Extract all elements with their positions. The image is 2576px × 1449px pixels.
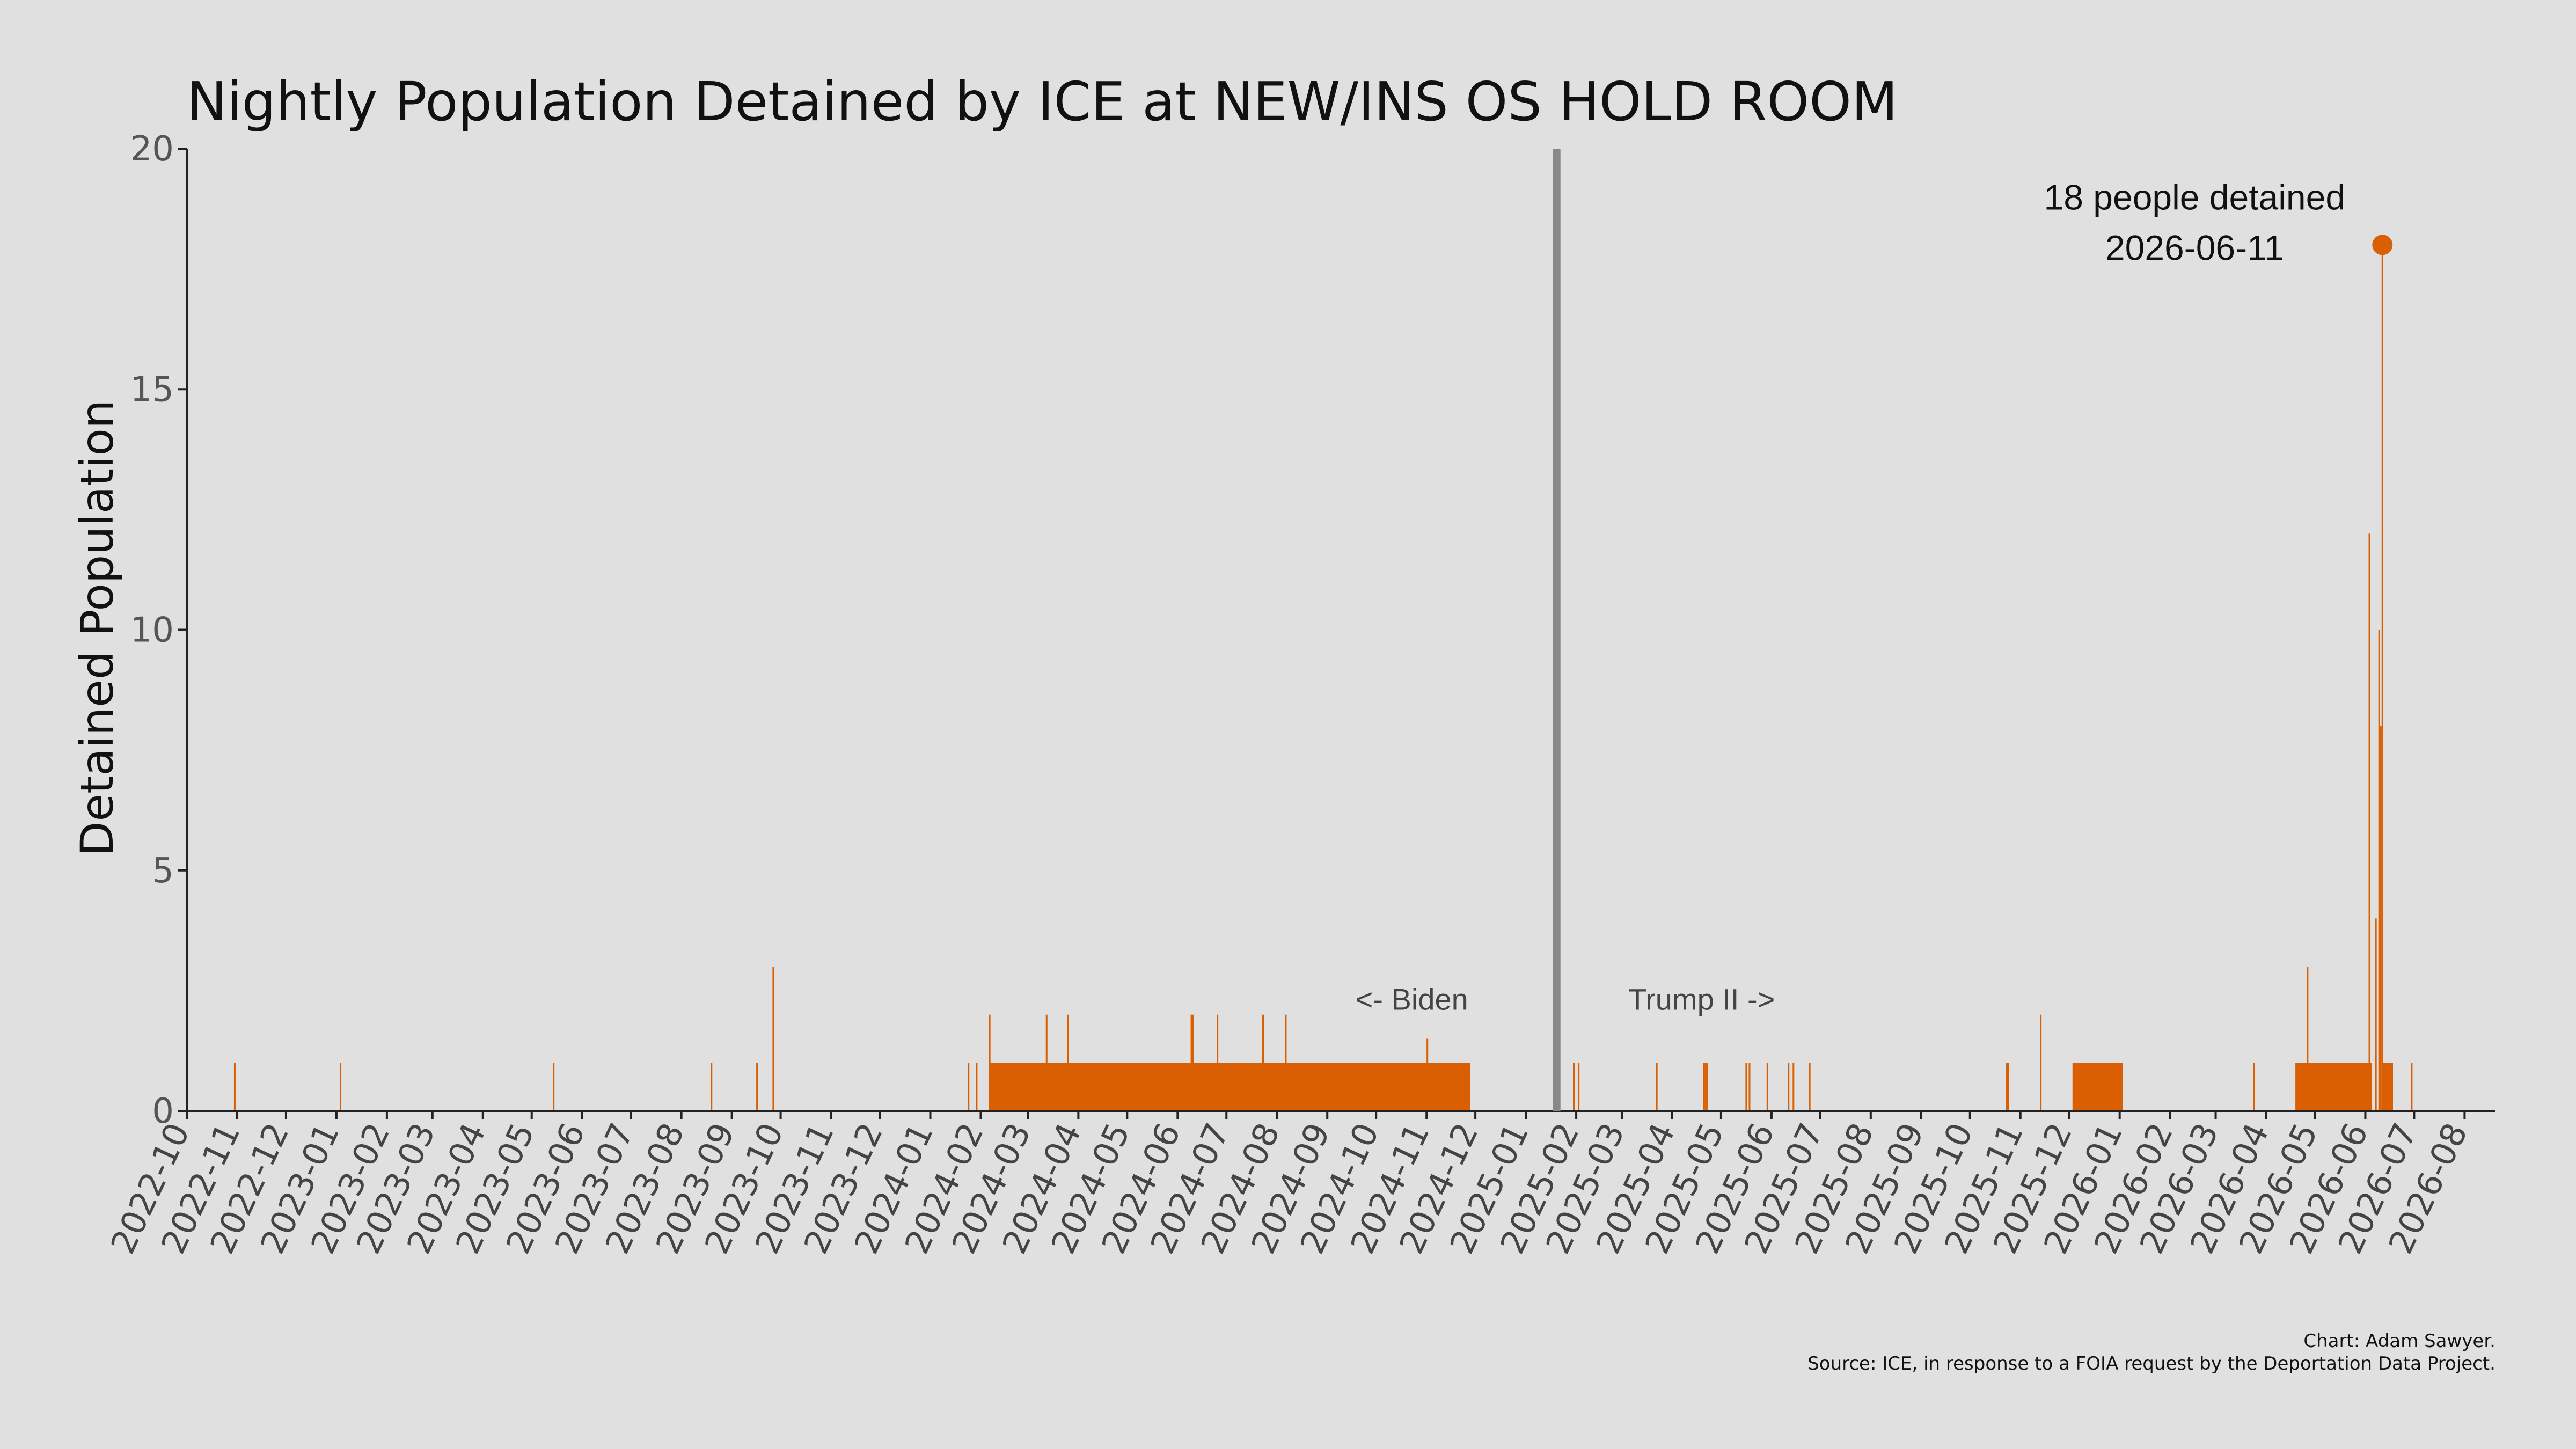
- bar-21: [1704, 1063, 1707, 1111]
- bar-13: [1217, 1014, 1219, 1111]
- bar-25: [1766, 1063, 1768, 1111]
- era-label-trump: Trump II ->: [1628, 983, 1775, 1016]
- y-ticks: 0 5 10 15 20: [130, 129, 187, 1131]
- bars-group: [233, 245, 2413, 1111]
- y-axis-label: Detained Population: [71, 400, 123, 856]
- bar-29: [2006, 1063, 2008, 1111]
- era-label-biden: <- Biden: [1356, 983, 1468, 1016]
- peak-annotation-line2: 2026-06-11: [2105, 228, 2284, 267]
- y-tick-label: 10: [130, 611, 174, 650]
- bar-4: [756, 1063, 758, 1111]
- bar-span-3: [2383, 1063, 2394, 1111]
- bar-17: [1573, 1063, 1575, 1111]
- bar-11: [1190, 1014, 1192, 1111]
- peak-marker: [2372, 235, 2393, 255]
- bar-2: [553, 1063, 555, 1111]
- bar-9: [1045, 1014, 1048, 1111]
- bar-1: [339, 1063, 342, 1111]
- bar-19: [1656, 1063, 1658, 1111]
- bar-10: [1067, 1014, 1069, 1111]
- bar-36: [2378, 630, 2380, 1111]
- bar-6: [968, 1063, 970, 1111]
- bar-8: [989, 1014, 991, 1111]
- bar-12: [1192, 1014, 1194, 1111]
- bar-28: [1809, 1063, 1811, 1111]
- bar-31: [2040, 1014, 2042, 1111]
- x-ticks: 2022-102022-112022-122023-012023-022023-…: [103, 1111, 2475, 1260]
- credit-author: Chart: Adam Sawyer.: [2303, 1330, 2496, 1352]
- bar-33: [2307, 967, 2309, 1111]
- bar-35: [2375, 918, 2377, 1111]
- bar-20: [1703, 1063, 1705, 1111]
- bar-37: [2380, 726, 2382, 1111]
- chart-title: Nightly Population Detained by ICE at NE…: [187, 70, 1898, 133]
- bar-24: [1748, 1063, 1751, 1111]
- bar-38: [2381, 245, 2383, 1111]
- credit-source: Source: ICE, in response to a FOIA reque…: [1807, 1353, 2496, 1374]
- bar-23: [1745, 1063, 1747, 1111]
- bar-5: [772, 967, 774, 1111]
- bar-22: [1706, 1063, 1708, 1111]
- bar-30: [2007, 1063, 2009, 1111]
- bar-34: [2368, 533, 2370, 1111]
- bar-14: [1262, 1014, 1264, 1111]
- bar-span-0: [989, 1063, 1471, 1111]
- bar-7: [976, 1063, 978, 1111]
- y-tick-label: 5: [152, 851, 174, 891]
- bar-0: [233, 1063, 236, 1111]
- y-tick-label: 0: [152, 1092, 174, 1131]
- bar-16: [1426, 1038, 1429, 1111]
- y-tick-label: 15: [130, 370, 174, 409]
- y-tick-label: 20: [130, 129, 174, 169]
- bar-15: [1285, 1014, 1287, 1111]
- bar-18: [1578, 1063, 1580, 1111]
- bar-39: [2411, 1063, 2413, 1111]
- peak-annotation-line1: 18 people detained: [2044, 177, 2346, 217]
- bar-26: [1788, 1063, 1790, 1111]
- bar-32: [2253, 1063, 2255, 1111]
- bar-span-1: [2072, 1063, 2123, 1111]
- bar-27: [1792, 1063, 1795, 1111]
- bar-3: [711, 1063, 713, 1111]
